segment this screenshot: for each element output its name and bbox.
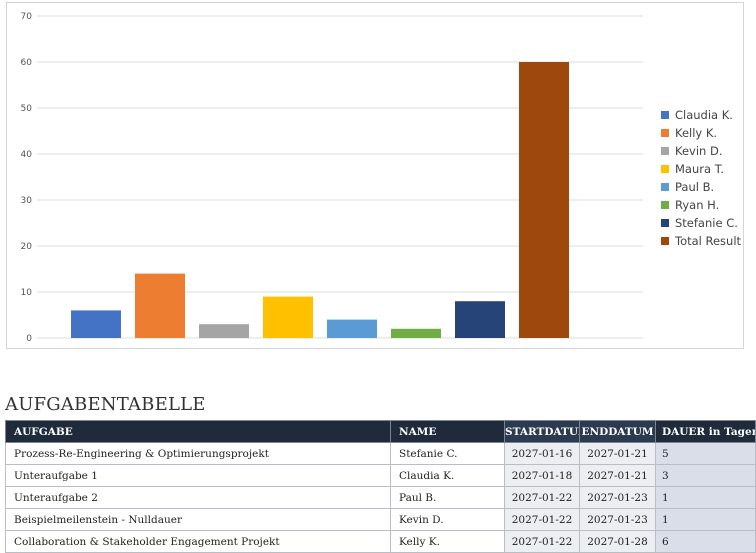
bar[interactable] [263, 296, 313, 338]
name-cell[interactable]: Paul B. [390, 486, 505, 509]
name-cell[interactable]: Stefanie C. [390, 442, 505, 465]
name-cell[interactable]: Claudia K. [390, 464, 505, 487]
duration-cell[interactable]: 1 [655, 486, 756, 509]
legend-swatch [661, 219, 669, 227]
legend-swatch [661, 165, 669, 173]
legend-swatch [661, 183, 669, 191]
task-cell[interactable]: Beispielmeilenstein - Nulldauer [5, 508, 391, 531]
end-date-cell[interactable]: 2027-01-21 [579, 464, 656, 487]
bars [71, 62, 569, 338]
legend-swatch [661, 237, 669, 245]
y-tick-label: 50 [21, 104, 33, 114]
end-date-cell[interactable]: 2027-01-23 [579, 486, 656, 509]
y-axis-ticks: 0 10 20 30 40 50 60 70 [21, 12, 33, 344]
bar[interactable] [519, 62, 569, 338]
y-tick-label: 30 [21, 196, 33, 206]
bar[interactable] [135, 273, 185, 338]
y-tick-label: 40 [21, 150, 33, 160]
bar-chart: 0 10 20 30 40 50 60 70 Claudia K. Kelly K. Kevin … [21, 12, 742, 344]
header-duration[interactable]: DAUER in Tagen [655, 420, 756, 443]
end-date-cell[interactable]: 2027-01-21 [579, 442, 656, 465]
table-header-row: AUFGABE NAME STARTDATUM ENDDATUM DAUER i… [5, 420, 756, 443]
table-row: Prozess-Re-Engineering & Optimierungspro… [5, 442, 756, 465]
start-date-cell[interactable]: 2027-01-22 [504, 508, 580, 531]
duration-cell[interactable]: 5 [655, 442, 756, 465]
duration-cell[interactable]: 6 [655, 530, 756, 553]
y-tick-label: 20 [21, 242, 33, 252]
end-date-cell[interactable]: 2027-01-28 [579, 530, 656, 553]
duration-cell[interactable]: 3 [655, 464, 756, 487]
legend-label: Paul B. [675, 180, 714, 194]
task-cell[interactable]: Unteraufgabe 2 [5, 486, 391, 509]
bar[interactable] [455, 301, 505, 338]
task-cell[interactable]: Unteraufgabe 1 [5, 464, 391, 487]
legend-label: Total Result [674, 234, 742, 248]
y-tick-label: 70 [21, 12, 33, 22]
task-table: AUFGABE NAME STARTDATUM ENDDATUM DAUER i… [5, 420, 756, 553]
legend-label: Claudia K. [675, 108, 733, 122]
bar[interactable] [391, 328, 441, 338]
bar[interactable] [199, 324, 249, 338]
legend-swatch [661, 129, 669, 137]
legend-label: Stefanie C. [675, 216, 738, 230]
legend-label: Ryan H. [675, 198, 719, 212]
table-row: Unteraufgabe 1 Claudia K. 2027-01-18 202… [5, 464, 756, 487]
table-row: Collaboration & Stakeholder Engagement P… [5, 530, 756, 553]
start-date-cell[interactable]: 2027-01-22 [504, 530, 580, 553]
legend-swatch [661, 111, 669, 119]
legend-label: Kevin D. [675, 144, 723, 158]
bar[interactable] [71, 310, 121, 338]
y-tick-label: 10 [21, 288, 33, 298]
header-task[interactable]: AUFGABE [5, 420, 391, 443]
start-date-cell[interactable]: 2027-01-22 [504, 486, 580, 509]
y-tick-label: 0 [26, 334, 32, 344]
header-end-date[interactable]: ENDDATUM [579, 420, 656, 443]
duration-cell[interactable]: 1 [655, 508, 756, 531]
task-cell[interactable]: Collaboration & Stakeholder Engagement P… [5, 530, 391, 553]
chart-area: 0 10 20 30 40 50 60 70 Claudia K. Kelly K. Kevin … [6, 2, 744, 349]
name-cell[interactable]: Kelly K. [390, 530, 505, 553]
table-row: Unteraufgabe 2 Paul B. 2027-01-22 2027-0… [5, 486, 756, 509]
legend-swatch [661, 147, 669, 155]
legend: Claudia K. Kelly K. Kevin D. Maura T. Paul B… [661, 108, 742, 248]
table-row: Beispielmeilenstein - Nulldauer Kevin D.… [5, 508, 756, 531]
header-name[interactable]: NAME [390, 420, 505, 443]
legend-swatch [661, 201, 669, 209]
start-date-cell[interactable]: 2027-01-18 [504, 464, 580, 487]
bar[interactable] [327, 319, 377, 338]
section-title: AUFGABENTABELLE [5, 394, 206, 415]
header-start-date[interactable]: STARTDATUM [504, 420, 580, 443]
start-date-cell[interactable]: 2027-01-16 [504, 442, 580, 465]
name-cell[interactable]: Kevin D. [390, 508, 505, 531]
end-date-cell[interactable]: 2027-01-23 [579, 508, 656, 531]
legend-label: Kelly K. [675, 126, 717, 140]
y-tick-label: 60 [21, 58, 33, 68]
legend-label: Maura T. [675, 162, 724, 176]
task-cell[interactable]: Prozess-Re-Engineering & Optimierungspro… [5, 442, 391, 465]
